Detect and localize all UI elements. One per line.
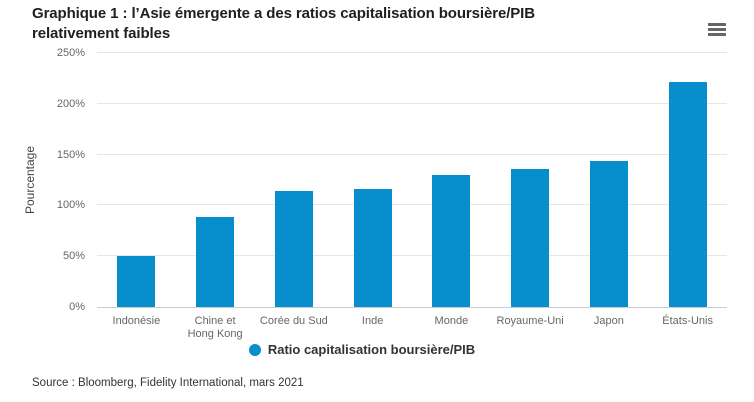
bar-indonésie[interactable] [117,256,156,307]
gridline [97,204,727,206]
x-category-label: Corée du Sud [259,315,328,327]
bar-états-unis[interactable] [668,82,707,307]
chart-title-line2: relativement faibles [32,25,171,42]
x-category-label: Chine et Hong Kong [187,315,243,340]
x-category-label: Inde [361,315,384,327]
x-category-label: Japon [593,315,624,327]
x-axis-line [97,307,727,308]
bar-monde[interactable] [432,174,471,307]
x-category-label: Indonésie [112,315,161,327]
legend: Ratio capitalisation boursière/PIB [0,342,724,357]
hamburger-bar [708,28,726,31]
gridline [97,52,727,53]
bar-chine-et-hong-kong[interactable] [196,216,235,307]
y-tick-label: 200% [56,97,85,110]
bar-japon[interactable] [589,160,628,307]
source-text: Source : Bloomberg, Fidelity Internation… [32,377,304,389]
bar-inde[interactable] [353,189,392,307]
chart-title-line1: Graphique 1 : l’Asie émergente a des rat… [32,5,535,22]
x-category-label: Monde [434,315,469,327]
bar-corée-du-sud[interactable] [274,191,313,307]
gridline [97,255,727,257]
legend-item-ratio[interactable]: Ratio capitalisation boursière/PIB [248,342,476,357]
x-category-label: Royaume-Uni [496,315,564,327]
y-axis-title: Pourcentage [22,53,38,307]
plot-area: 0% 50% 100% 150% 200% 250% Indonésie Chine et Ho… [57,47,727,340]
chart-title: Graphique 1 : l’Asie émergente a des rat… [32,4,672,44]
gridline [97,102,727,104]
y-tick-label: 150% [56,148,85,161]
x-category-label: États-Unis [662,315,713,327]
hamburger-menu-icon[interactable] [707,21,727,38]
legend-marker-icon [248,343,261,356]
legend-label: Ratio capitalisation boursière/PIB [267,342,476,357]
hamburger-bar [708,33,726,36]
y-tick-label: 0% [69,301,85,313]
bar-royaume-uni[interactable] [511,168,550,307]
y-tick-label: 100% [56,199,85,212]
gridline [97,153,727,155]
y-tick-label: 50% [62,250,85,263]
y-tick-label: 250% [56,47,85,59]
hamburger-bar [708,23,726,26]
